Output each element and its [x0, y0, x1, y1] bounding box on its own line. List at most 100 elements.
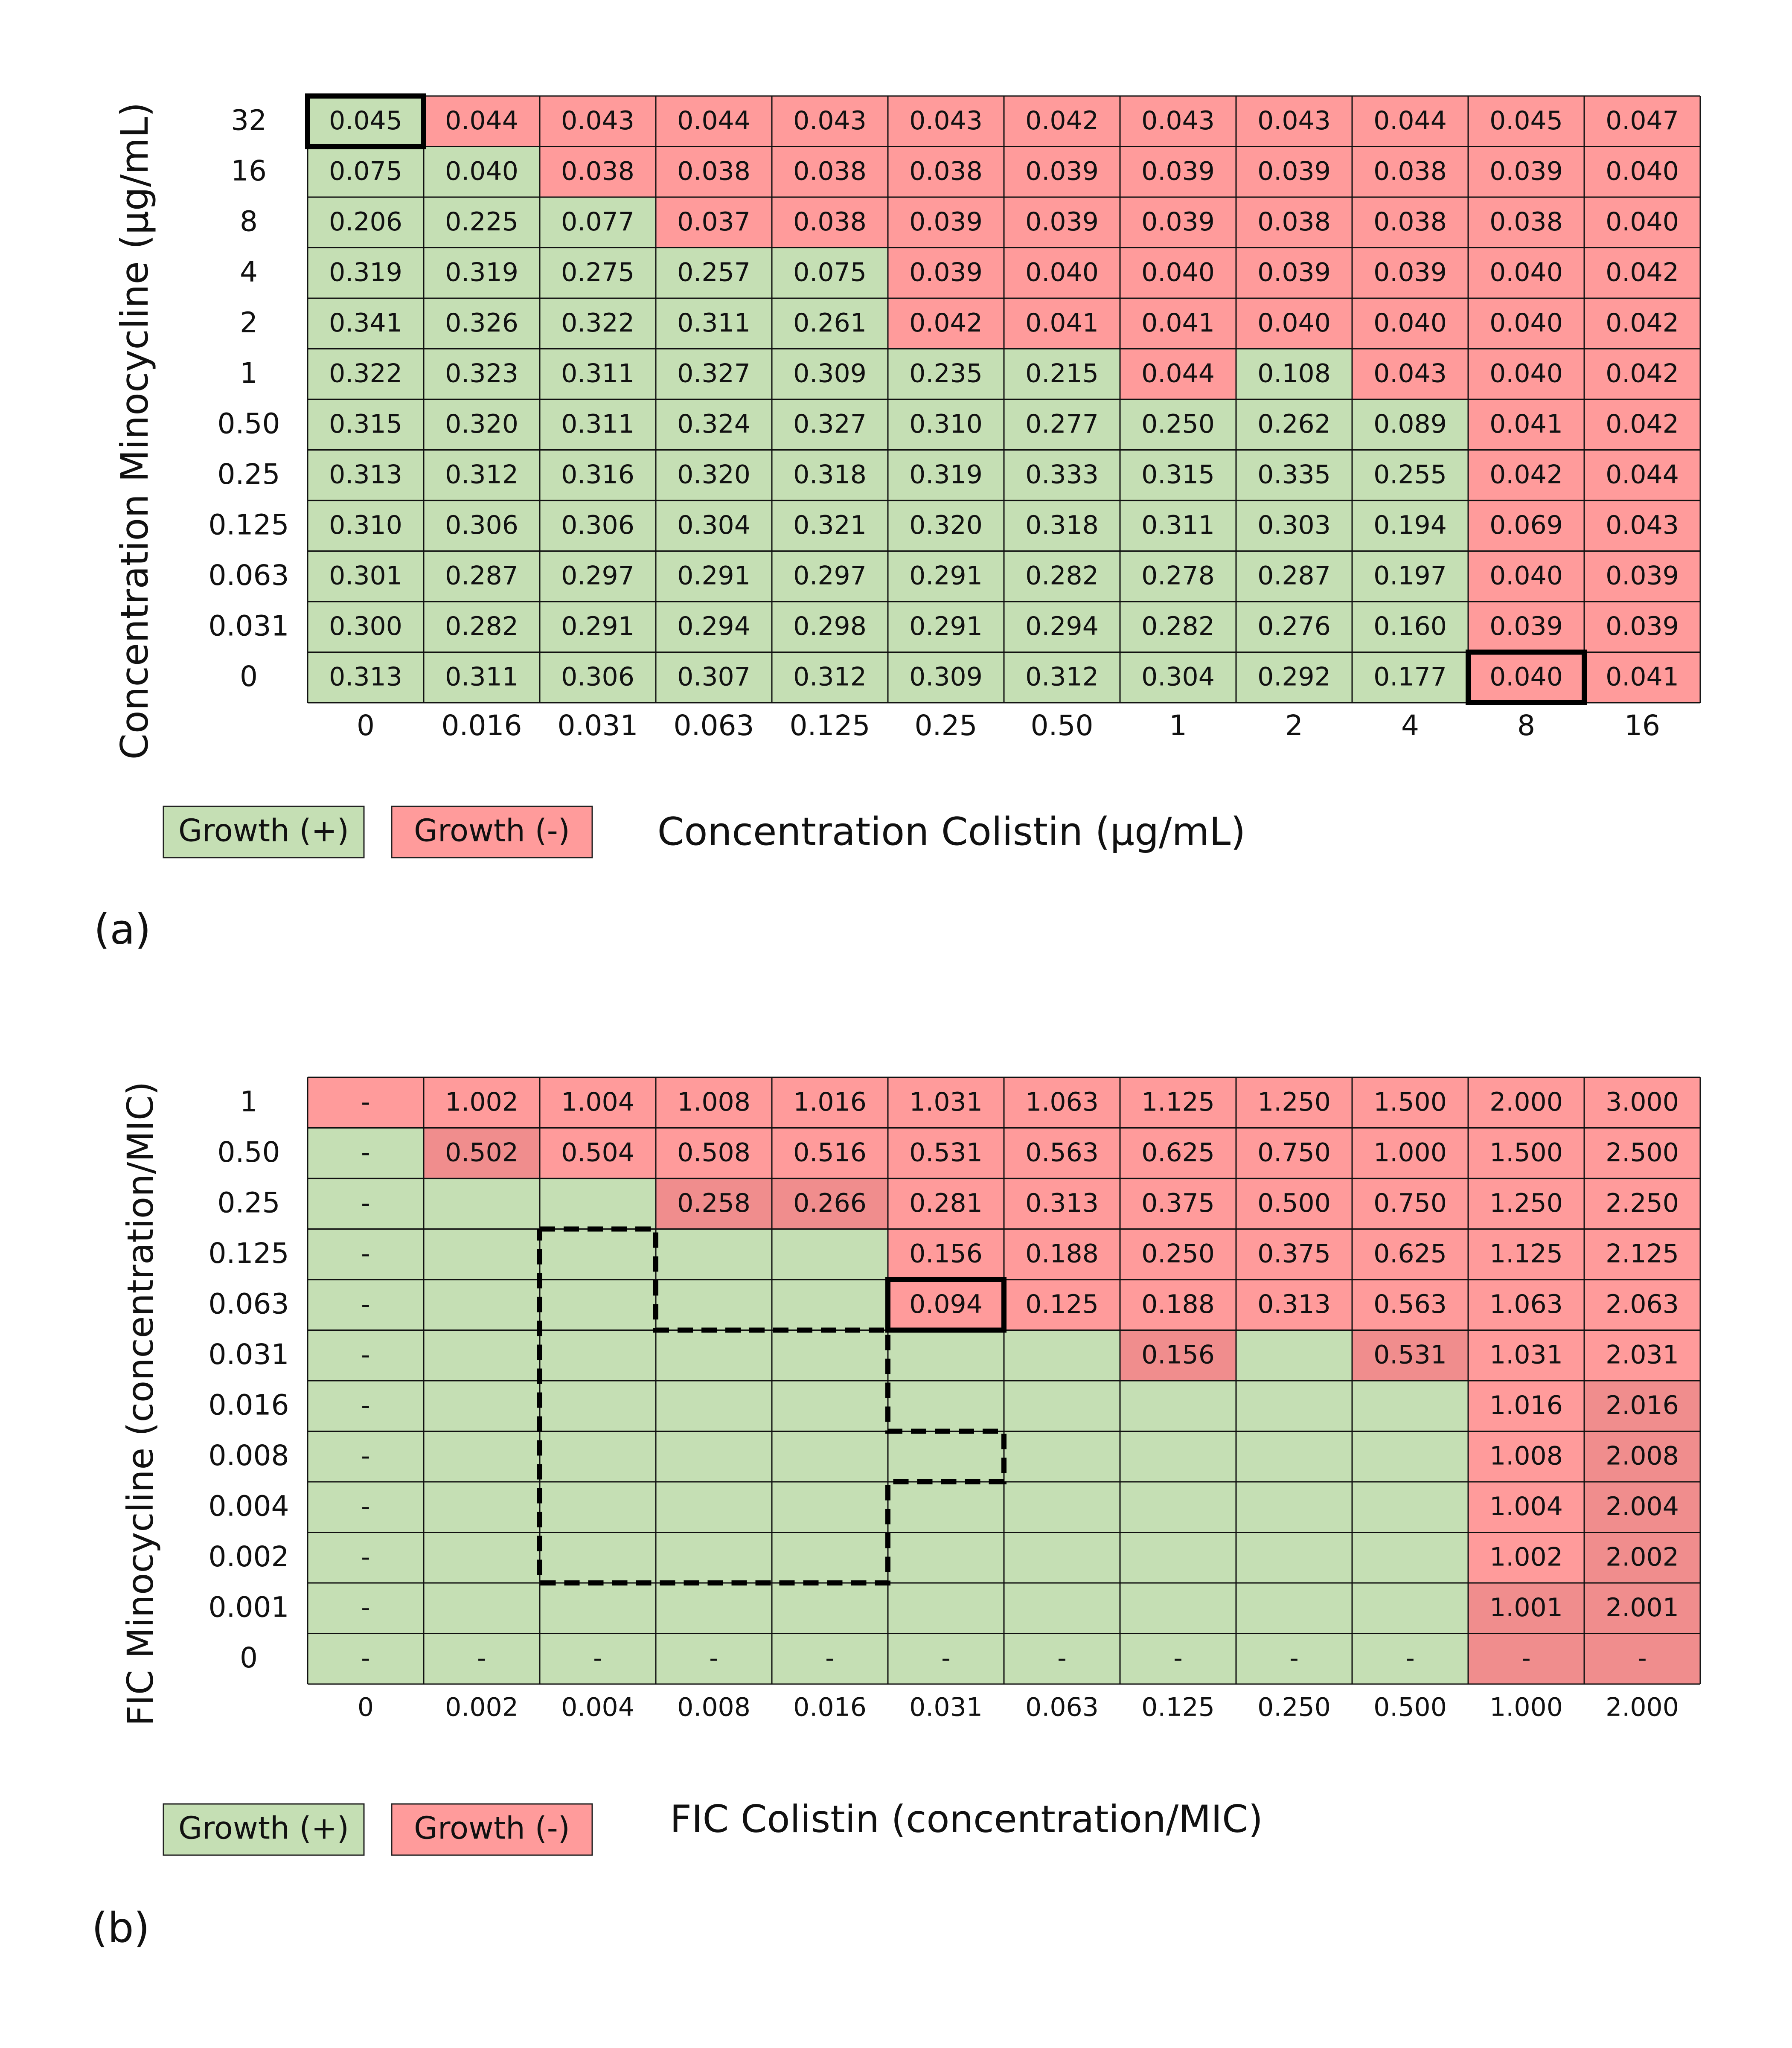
panel-b-heatmap: - 1.002 1.004 1.008 1.016 1.031 1.063 1.125 1.25… — [209, 1076, 1701, 1722]
panel-a-cell-r1-c8 — [1236, 146, 1352, 197]
panel-a-cell-value-r5-c10: 0.040 — [1489, 358, 1563, 388]
panel-b-cell-r10-c10 — [1468, 1583, 1584, 1634]
panel-a-cell-r9-c2 — [540, 551, 656, 602]
panel-a-cell-value-r4-c11: 0.042 — [1606, 308, 1679, 338]
panel-a-cell-r0-c4 — [772, 96, 888, 147]
panel-a-cell-value-r9-c4: 0.297 — [793, 561, 867, 591]
panel-a-cell-value-r5-c11: 0.042 — [1606, 358, 1679, 388]
panel-a-cell-r3-c9 — [1352, 247, 1468, 298]
panel-b-cell-r4-c0 — [308, 1280, 424, 1330]
panel-a-cell-r6-c9 — [1352, 399, 1468, 450]
panel-a-cell-value-r7-c7: 0.315 — [1141, 460, 1215, 489]
panel-b-cell-r8-c1 — [424, 1482, 540, 1533]
panel-a-cell-value-r10-c5: 0.291 — [909, 611, 983, 641]
panel-a-cell-r7-c6 — [1004, 450, 1120, 500]
panel-a-cell-r3-c10 — [1468, 247, 1584, 298]
panel-a-cell-r3-c0 — [308, 247, 424, 298]
panel-a-cell-value-r4-c1: 0.326 — [445, 308, 518, 338]
panel-b-cell-r7-c5 — [888, 1431, 1004, 1482]
panel-a-cell-value-r0-c7: 0.043 — [1141, 106, 1215, 136]
panel-a-cell-value-r0-c2: 0.043 — [561, 106, 634, 136]
panel-a-cell-value-r6-c0: 0.315 — [329, 409, 402, 439]
panel-b-cell-r3-c11 — [1584, 1229, 1700, 1280]
panel-b-cell-value-r2-c6: 0.313 — [1025, 1188, 1099, 1218]
panel-a-cell-value-r8-c6: 0.318 — [1025, 510, 1099, 540]
panel-a-cell-value-r8-c11: 0.043 — [1606, 510, 1679, 540]
panel-b-cell-r8-c0 — [308, 1482, 424, 1533]
panel-a-heatmap: 0.045 0.044 0.043 0.044 0.043 0.043 0.042 0.043… — [209, 93, 1701, 742]
panel-a-cell-value-r7-c2: 0.316 — [561, 460, 634, 489]
panel-b-cell-r7-c7 — [1120, 1431, 1236, 1482]
panel-a-cell-value-r11-c8: 0.292 — [1257, 662, 1331, 692]
panel-b-cell-value-r9-c10: 1.002 — [1489, 1542, 1563, 1572]
panel-b-cell-value-r0-c8: 1.250 — [1257, 1087, 1331, 1117]
panel-a-cell-r5-c6 — [1004, 349, 1120, 399]
panel-a-y-tick-label: 0.031 — [209, 609, 289, 642]
panel-a-cell-r3-c3 — [656, 247, 772, 298]
panel-b-cell-r11-c11 — [1584, 1633, 1700, 1684]
panel-a-cell-value-r5-c9: 0.043 — [1373, 358, 1447, 388]
panel-a-cell-r9-c6 — [1004, 551, 1120, 602]
panel-b-cell-r11-c10 — [1468, 1633, 1584, 1684]
panel-b-y-tick-label: 0.25 — [218, 1186, 280, 1219]
panel-b-cell-r0-c8 — [1236, 1077, 1352, 1128]
panel-b-cell-value-r8-c10: 1.004 — [1489, 1492, 1563, 1521]
panel-b-cell-r9-c4 — [772, 1532, 888, 1583]
panel-a-cell-value-r1-c0: 0.075 — [329, 156, 402, 186]
panel-b-label: (b) — [92, 1904, 150, 1952]
panel-b-x-tick-label: 0.250 — [1257, 1693, 1331, 1722]
panel-b-cell-r2-c7 — [1120, 1178, 1236, 1229]
panel-a-cell-r2-c6 — [1004, 197, 1120, 248]
panel-b-cell-value-r3-c7: 0.250 — [1141, 1239, 1215, 1268]
panel-a-cell-values: 0.045 0.044 0.043 0.044 0.043 0.043 0.042 0.043… — [329, 106, 1679, 692]
panel-a-cell-value-r11-c6: 0.312 — [1025, 662, 1099, 692]
panel-b-cell-value-r1-c3: 0.508 — [677, 1137, 751, 1167]
panel-a-cell-value-r11-c7: 0.304 — [1141, 662, 1215, 692]
panel-a-cell-r11-c5 — [888, 652, 1004, 703]
panel-a-cell-r6-c2 — [540, 399, 656, 450]
panel-a-cell-r5-c10 — [1468, 349, 1584, 399]
panel-b-cell-r11-c4 — [772, 1633, 888, 1684]
panel-a-cell-value-r6-c7: 0.250 — [1141, 409, 1215, 439]
panel-a-cell-r0-c8 — [1236, 96, 1352, 147]
panel-a-cell-r10-c1 — [424, 602, 540, 652]
panel-a-cell-value-r2-c0: 0.206 — [329, 207, 402, 237]
panel-a-cell-value-r4-c2: 0.322 — [561, 308, 634, 338]
panel-a-y-tick-labels: 32 16 8 4 2 1 0.50 0.25 0.125 0.063 0.031 0 — [209, 104, 289, 693]
panel-b-cell-r5-c1 — [424, 1330, 540, 1381]
panel-a-cell-r11-c3 — [656, 652, 772, 703]
panel-a-cell-value-r2-c11: 0.040 — [1606, 207, 1679, 237]
panel-a-cell-value-r9-c5: 0.291 — [909, 561, 983, 591]
panel-a-cell-r8-c2 — [540, 500, 656, 551]
panel-a-cell-r2-c7 — [1120, 197, 1236, 248]
panel-b-cell-r10-c2 — [540, 1583, 656, 1634]
panel-b-cell-value-r5-c9: 0.531 — [1373, 1340, 1447, 1370]
panel-a-cell-r0-c6 — [1004, 96, 1120, 147]
panel-a-cell-r10-c7 — [1120, 602, 1236, 652]
panel-a-cell-r1-c1 — [424, 146, 540, 197]
panel-b-cell-r11-c9 — [1352, 1633, 1468, 1684]
panel-a-cell-value-r0-c0: 0.045 — [329, 106, 402, 136]
panel-b-cell-value-r4-c9: 0.563 — [1373, 1289, 1447, 1319]
panel-b-cell-r7-c11 — [1584, 1431, 1700, 1482]
panel-a-cell-value-r2-c9: 0.038 — [1373, 207, 1447, 237]
panel-a-cell-value-r10-c7: 0.282 — [1141, 611, 1215, 641]
panel-a-y-tick-label: 4 — [240, 256, 258, 288]
panel-b-cell-r6-c11 — [1584, 1381, 1700, 1431]
panel-b-cell-r6-c5 — [888, 1381, 1004, 1431]
panel-a-cell-value-r8-c7: 0.311 — [1141, 510, 1215, 540]
panel-a-cell-value-r4-c5: 0.042 — [909, 308, 983, 338]
panel-b-cell-r2-c4 — [772, 1178, 888, 1229]
panel-b-cell-value-r9-c0: - — [361, 1542, 370, 1572]
panel-b-cell-r2-c3 — [656, 1178, 772, 1229]
panel-b-cell-r6-c9 — [1352, 1381, 1468, 1431]
panel-a-cell-r4-c3 — [656, 298, 772, 349]
panel-a-cell-value-r0-c4: 0.043 — [793, 106, 867, 136]
panel-a-cell-r4-c8 — [1236, 298, 1352, 349]
panel-a-cell-value-r2-c8: 0.038 — [1257, 207, 1331, 237]
panel-a-cell-value-r10-c4: 0.298 — [793, 611, 867, 641]
panel-a-cell-r0-c11 — [1584, 96, 1700, 147]
panel-b-cell-r11-c5 — [888, 1633, 1004, 1684]
panel-a-cell-value-r4-c8: 0.040 — [1257, 308, 1331, 338]
panel-b-cell-r2-c1 — [424, 1178, 540, 1229]
